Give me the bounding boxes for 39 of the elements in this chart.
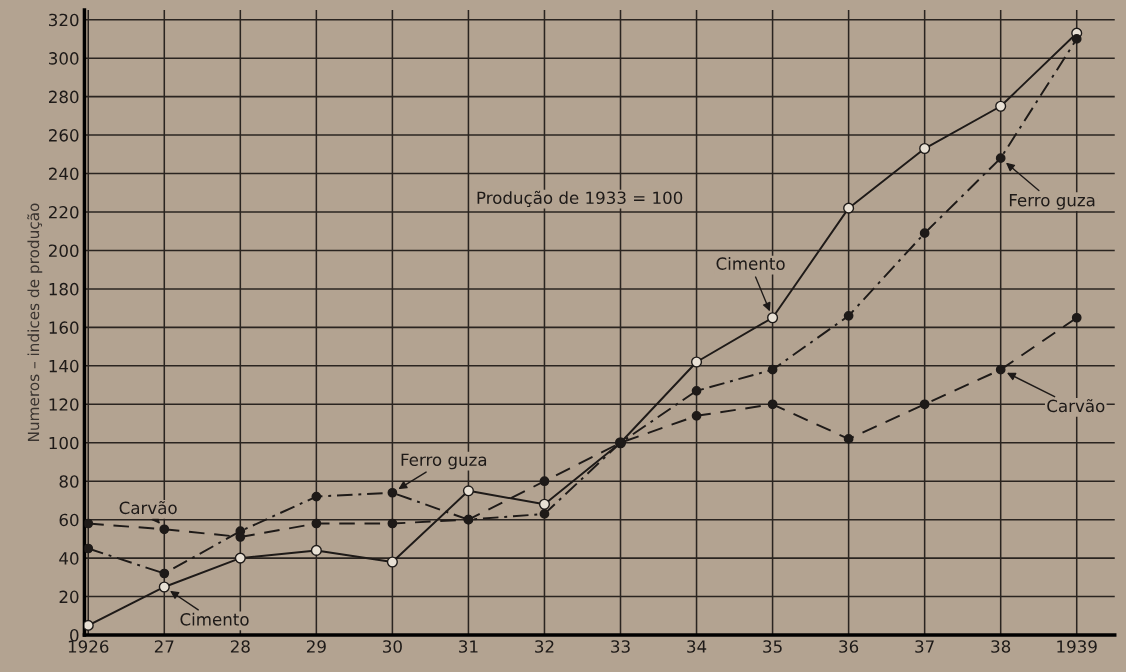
- y-tick-label: 60: [59, 513, 79, 527]
- annotation: Cimento: [180, 612, 249, 626]
- y-tick-label: 220: [49, 205, 79, 219]
- y-tick-label: 0: [70, 629, 79, 642]
- annotation: Ferro guza: [1009, 194, 1095, 210]
- y-axis-title: Numeros – indices de produção: [27, 203, 43, 442]
- y-tick-label: 180: [49, 282, 79, 296]
- y-tick-label: 300: [49, 52, 79, 65]
- x-tick-label: 35: [763, 640, 782, 653]
- x-tick-label: 37: [915, 640, 934, 653]
- y-tick-label: 140: [49, 359, 79, 373]
- x-tick-label: 30: [383, 640, 402, 653]
- y-tick-label: 20: [59, 590, 79, 604]
- y-tick-label: 280: [49, 90, 79, 104]
- x-tick-label: 27: [154, 640, 174, 653]
- x-tick-label: 36: [839, 640, 859, 653]
- y-tick-label: 120: [49, 398, 79, 411]
- annotation: Carvão: [119, 500, 177, 515]
- x-tick-label: 29: [306, 640, 326, 653]
- x-tick-label: 1939: [1057, 640, 1097, 653]
- x-tick-label: 1926: [68, 640, 109, 653]
- y-tick-label: 320: [49, 13, 79, 27]
- annotation: Ferro guza: [401, 453, 487, 470]
- x-tick-label: 31: [459, 640, 478, 653]
- y-tick-label: 40: [59, 552, 79, 565]
- x-tick-label: 38: [991, 640, 1011, 653]
- y-tick-label: 260: [49, 129, 79, 142]
- x-tick-label: 28: [230, 640, 250, 653]
- x-tick-label: 33: [611, 640, 630, 653]
- x-tick-label: 34: [687, 640, 707, 653]
- y-tick-label: 200: [49, 244, 79, 258]
- annotation: Produção de 1933 = 100: [477, 190, 683, 208]
- y-tick-label: 160: [49, 321, 79, 334]
- y-tick-label: 100: [49, 436, 79, 450]
- y-tick-label: 80: [59, 475, 79, 488]
- annotation: Carvão: [1047, 399, 1105, 413]
- x-tick-label: 32: [535, 640, 554, 653]
- annotation: Cimento: [716, 257, 785, 270]
- y-tick-label: 240: [49, 167, 79, 181]
